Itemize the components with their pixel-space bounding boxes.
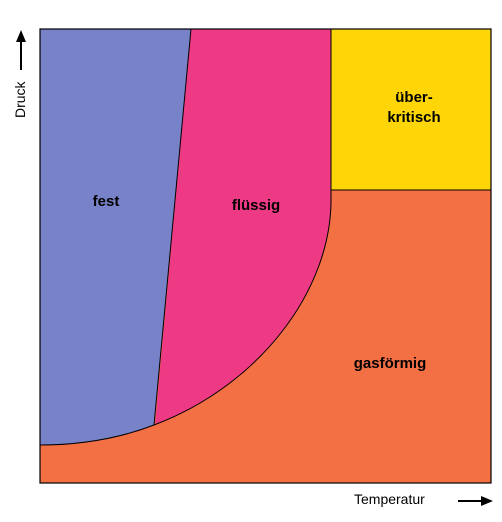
liquid-region bbox=[155, 29, 331, 425]
sublimation-vaporization-curve bbox=[39, 190, 332, 446]
arrow-right-icon bbox=[458, 496, 493, 506]
y-axis-label: Druck bbox=[12, 80, 28, 118]
solid-liquid-boundary bbox=[153, 28, 192, 426]
arrow-up-icon bbox=[16, 30, 26, 70]
solid-region bbox=[40, 29, 191, 445]
plot-frame bbox=[39, 28, 492, 484]
y-axis-label-group: Druck bbox=[12, 80, 28, 118]
supercritical-label-line1: über- bbox=[395, 89, 433, 106]
x-axis-label: Temperatur bbox=[354, 491, 425, 507]
supercritical-label-line2: kritisch bbox=[387, 109, 440, 126]
gas-label: gasförmig bbox=[354, 355, 427, 372]
supercritical-region bbox=[331, 29, 491, 190]
solid-label: fest bbox=[93, 193, 120, 210]
liquid-label: flüssig bbox=[232, 197, 280, 214]
